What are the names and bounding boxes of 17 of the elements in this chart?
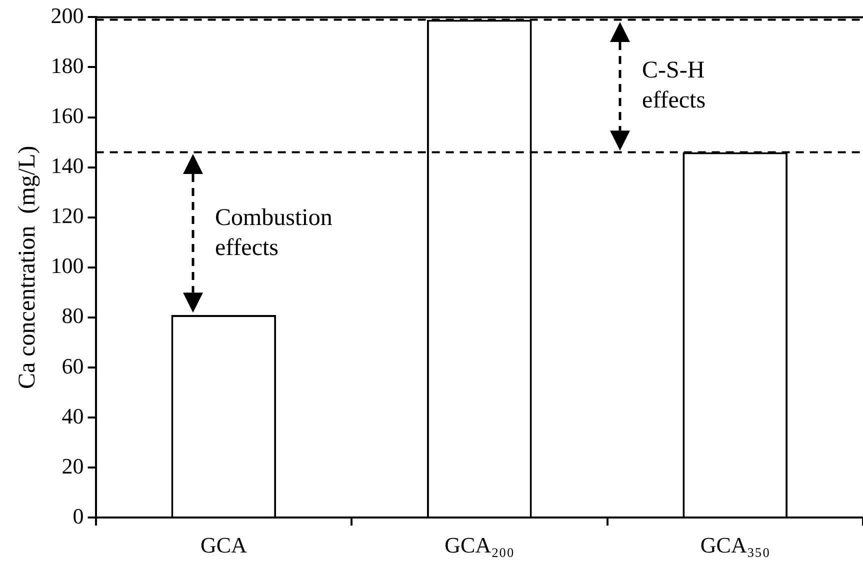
y-tick-label: 20 xyxy=(62,453,84,478)
y-tick-label: 180 xyxy=(50,53,84,78)
x-tick-label: GCA xyxy=(200,532,247,558)
annotation: C-S-H effects xyxy=(642,57,706,114)
y-tick-label: 120 xyxy=(50,203,84,228)
x-tick-label: GCA₂₀₀ xyxy=(444,532,514,558)
y-tick-label: 200 xyxy=(50,2,84,28)
y-tick-label: 140 xyxy=(50,153,84,178)
annotation: Combustion effects xyxy=(214,204,332,261)
y-tick-label: 60 xyxy=(62,353,84,378)
y-axis-title: Ca concentration (mg/L) xyxy=(14,146,41,390)
x-tick-label: GCA₃₅₀ xyxy=(700,532,770,558)
y-tick-label: 160 xyxy=(50,103,84,128)
y-tick-label: 100 xyxy=(50,253,84,278)
y-tick-label: 0 xyxy=(72,503,84,528)
y-tick-label: 80 xyxy=(62,303,84,328)
y-tick-label: 40 xyxy=(62,403,84,428)
